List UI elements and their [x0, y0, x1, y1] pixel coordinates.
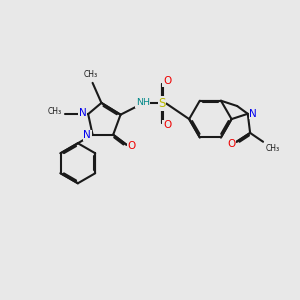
Text: N: N: [83, 130, 91, 140]
Text: CH₃: CH₃: [47, 107, 62, 116]
Text: O: O: [163, 76, 171, 86]
Text: N: N: [249, 109, 257, 119]
Text: NH: NH: [136, 98, 150, 107]
Text: O: O: [227, 139, 236, 149]
Text: S: S: [158, 97, 166, 110]
Text: O: O: [163, 120, 171, 130]
Text: CH₃: CH₃: [84, 70, 98, 79]
Text: CH₃: CH₃: [266, 144, 280, 153]
Text: O: O: [128, 141, 136, 151]
Text: N: N: [79, 109, 87, 118]
